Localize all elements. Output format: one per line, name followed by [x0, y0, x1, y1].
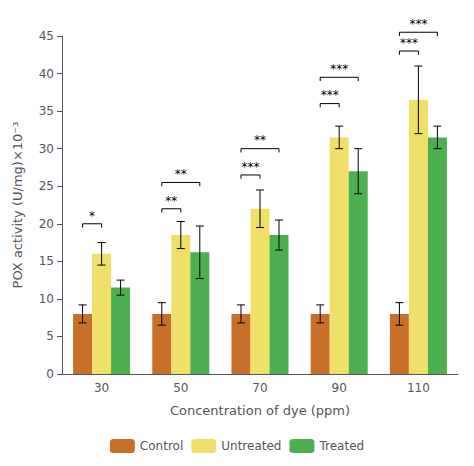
svg-text:Treated: Treated	[318, 439, 364, 453]
svg-text:***: ***	[400, 36, 418, 50]
svg-text:35: 35	[39, 104, 54, 118]
svg-text:***: ***	[241, 160, 259, 174]
svg-text:40: 40	[39, 67, 54, 81]
svg-text:110: 110	[407, 381, 430, 395]
svg-text:**: **	[165, 194, 177, 208]
svg-text:*: *	[89, 209, 95, 223]
svg-text:***: ***	[330, 62, 348, 76]
svg-text:***: ***	[321, 88, 339, 102]
svg-text:30: 30	[39, 142, 54, 156]
svg-text:**: **	[175, 167, 187, 181]
svg-text:15: 15	[39, 254, 54, 268]
svg-text:Concentration of dye (ppm): Concentration of dye (ppm)	[170, 403, 350, 418]
svg-text:30: 30	[94, 381, 109, 395]
svg-text:90: 90	[332, 381, 347, 395]
svg-text:45: 45	[39, 29, 54, 43]
svg-text:10: 10	[39, 292, 54, 306]
svg-text:Untreated: Untreated	[221, 439, 281, 453]
svg-text:**: **	[254, 133, 266, 147]
svg-text:***: ***	[409, 17, 427, 31]
svg-text:50: 50	[173, 381, 188, 395]
svg-text:5: 5	[46, 329, 54, 343]
svg-text:0: 0	[46, 367, 54, 381]
svg-text:25: 25	[39, 179, 54, 193]
svg-text:Control: Control	[140, 439, 183, 453]
svg-text:POX activity (U/mg)×10⁻³: POX activity (U/mg)×10⁻³	[10, 122, 25, 289]
svg-text:20: 20	[39, 217, 54, 231]
svg-text:70: 70	[252, 381, 267, 395]
